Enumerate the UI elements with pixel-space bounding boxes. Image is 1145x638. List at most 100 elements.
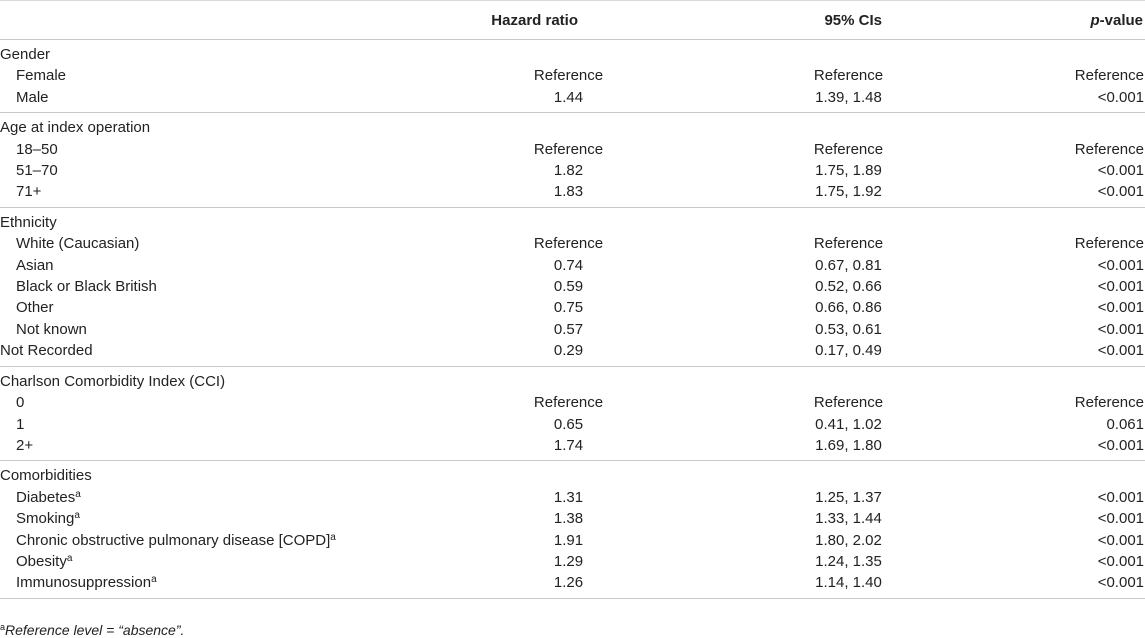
confidence-interval-cell: 1.24, 1.35 xyxy=(815,552,882,570)
row-label: Asian xyxy=(0,255,470,276)
p-value-cell: Reference xyxy=(1074,394,1144,412)
table-header: Hazard ratio 95% CIs p-value xyxy=(0,0,1145,40)
group-title: Age at index operation xyxy=(0,112,1145,139)
group-title: Comorbidities xyxy=(0,460,1145,487)
confidence-interval-cell: 0.53, 0.61 xyxy=(815,320,882,338)
table-row: Immunosuppressiona 1.26 1.14, 1.40 <0.001 xyxy=(0,572,1145,599)
row-label-text: Asian xyxy=(16,256,54,274)
table-row: 51–70 1.82 1.75, 1.89 <0.001 xyxy=(0,160,1145,181)
hazard-ratio-cell: 0.29 xyxy=(470,340,695,367)
row-label-text: Diabetes xyxy=(16,488,76,506)
group-header-row: Gender xyxy=(0,40,1145,66)
table-row: 2+ 1.74 1.69, 1.80 <0.001 xyxy=(0,434,1145,462)
hazard-ratio-cell: 1.31 xyxy=(553,488,584,506)
confidence-interval-cell: 0.67, 0.81 xyxy=(815,256,882,274)
hazard-ratio-cell: Reference xyxy=(533,394,604,412)
row-label: 51–70 xyxy=(0,160,470,181)
footnote-marker: a xyxy=(330,531,336,543)
table-row: Smokinga 1.38 1.33, 1.44 <0.001 xyxy=(0,508,1145,529)
row-label: Male xyxy=(0,86,470,114)
hazard-ratio-cell: 1.74 xyxy=(470,434,695,462)
row-label: Other xyxy=(0,297,470,318)
p-value-cell: <0.001 xyxy=(980,340,1145,367)
row-label-text: Not known xyxy=(16,320,87,338)
table-body: Gender Female Reference Reference Reference M… xyxy=(0,40,1145,599)
hazard-ratio-cell: Reference xyxy=(533,235,604,253)
hazard-ratio-cell: 1.91 xyxy=(553,531,584,549)
row-label: Female xyxy=(0,65,470,86)
footnote-marker: a xyxy=(66,552,73,564)
footnote-marker: a xyxy=(75,488,81,500)
p-value-cell: <0.001 xyxy=(1097,510,1144,528)
header-confidence-interval: 95% CIs xyxy=(695,0,980,40)
confidence-interval-cell: Reference xyxy=(813,235,884,253)
p-value-cell: <0.001 xyxy=(1097,320,1144,338)
row-label: Not known xyxy=(0,319,470,340)
row-label-text: Male xyxy=(16,88,49,106)
row-label-text: Immunosuppression xyxy=(16,574,152,592)
footnote-marker: a xyxy=(74,510,80,522)
footnote-mark: a xyxy=(0,622,6,632)
hazard-ratio-cell: 1.26 xyxy=(470,572,695,599)
row-label-text: 51–70 xyxy=(16,162,58,180)
row-label-text: White (Caucasian) xyxy=(16,235,140,253)
row-label-text: Female xyxy=(16,67,67,85)
row-label: Obesitya xyxy=(0,551,470,572)
footnote-marker: a xyxy=(151,574,157,586)
p-value-cell: Reference xyxy=(1074,140,1144,158)
row-label-text: 71+ xyxy=(16,183,42,201)
p-value-cell: <0.001 xyxy=(980,572,1145,599)
row-label: Diabetesa xyxy=(0,487,470,508)
footnote-text: Reference level = “absence”. xyxy=(5,622,185,638)
table-row: Other 0.75 0.66, 0.86 <0.001 xyxy=(0,297,1145,318)
header-p-suffix: -value xyxy=(1099,11,1143,29)
row-label-text: 2+ xyxy=(16,436,34,454)
confidence-interval-cell: Reference xyxy=(813,67,884,85)
hazard-ratio-cell: 0.75 xyxy=(553,299,584,317)
table-footnote: aReference level = “absence”. xyxy=(0,622,184,638)
p-value-cell: <0.001 xyxy=(1097,162,1144,180)
hazard-ratio-cell: 1.44 xyxy=(470,86,695,114)
row-label-text: Chronic obstructive pulmonary disease [C… xyxy=(16,531,331,549)
table-row: White (Caucasian) Reference Reference Refer… xyxy=(0,233,1145,254)
hazard-ratio-table: Hazard ratio 95% CIs p-value Gender Femal… xyxy=(0,0,1145,599)
group-title: Gender xyxy=(0,46,51,63)
hazard-ratio-cell: 0.59 xyxy=(553,278,584,296)
group-header-row: Comorbidities xyxy=(0,460,1145,487)
row-label: 0 xyxy=(0,392,470,413)
p-value-cell: <0.001 xyxy=(1097,299,1144,317)
p-value-cell: <0.001 xyxy=(1097,552,1144,570)
table-row: Male 1.44 1.39, 1.48 <0.001 xyxy=(0,86,1145,114)
hazard-ratio-cell: 1.82 xyxy=(553,162,584,180)
confidence-interval-cell: 1.69, 1.80 xyxy=(695,434,980,462)
row-label: Chronic obstructive pulmonary disease [C… xyxy=(0,530,470,551)
group-header-row: Charlson Comorbidity Index (CCI) xyxy=(0,365,1145,393)
hazard-ratio-cell: 0.65 xyxy=(553,415,584,433)
hazard-ratio-cell: 0.57 xyxy=(553,320,584,338)
confidence-interval-cell: 1.33, 1.44 xyxy=(815,510,882,528)
p-value-cell: <0.001 xyxy=(980,86,1145,114)
hazard-ratio-cell: 1.83 xyxy=(470,181,695,208)
p-value-cell: Reference xyxy=(1074,67,1144,85)
table-row: 1 0.65 0.41, 1.02 0.061 xyxy=(0,414,1145,435)
hazard-ratio-cell: 1.38 xyxy=(553,510,584,528)
confidence-interval-cell: 1.14, 1.40 xyxy=(695,572,980,599)
p-value-cell: Reference xyxy=(1074,235,1144,253)
confidence-interval-cell: 1.25, 1.37 xyxy=(815,488,882,506)
p-value-cell: <0.001 xyxy=(1097,488,1144,506)
row-label: Black or Black British xyxy=(0,276,470,297)
table-row: Not Recorded 0.29 0.17, 0.49 <0.001 xyxy=(0,340,1145,367)
table-row: Diabetesa 1.31 1.25, 1.37 <0.001 xyxy=(0,487,1145,508)
header-hazard-ratio: Hazard ratio xyxy=(470,0,695,40)
confidence-interval-cell: 0.41, 1.02 xyxy=(815,415,882,433)
row-label-text: Obesity xyxy=(16,552,67,570)
hazard-ratio-cell: 0.74 xyxy=(553,256,584,274)
confidence-interval-cell: Reference xyxy=(813,394,884,412)
row-label-text: 1 xyxy=(16,415,25,433)
group-header-row: Ethnicity xyxy=(0,206,1145,234)
p-value-cell: <0.001 xyxy=(980,434,1145,462)
header-variable xyxy=(0,0,470,40)
row-label-text: 0 xyxy=(16,394,25,412)
table-row: Female Reference Reference Reference xyxy=(0,65,1145,86)
